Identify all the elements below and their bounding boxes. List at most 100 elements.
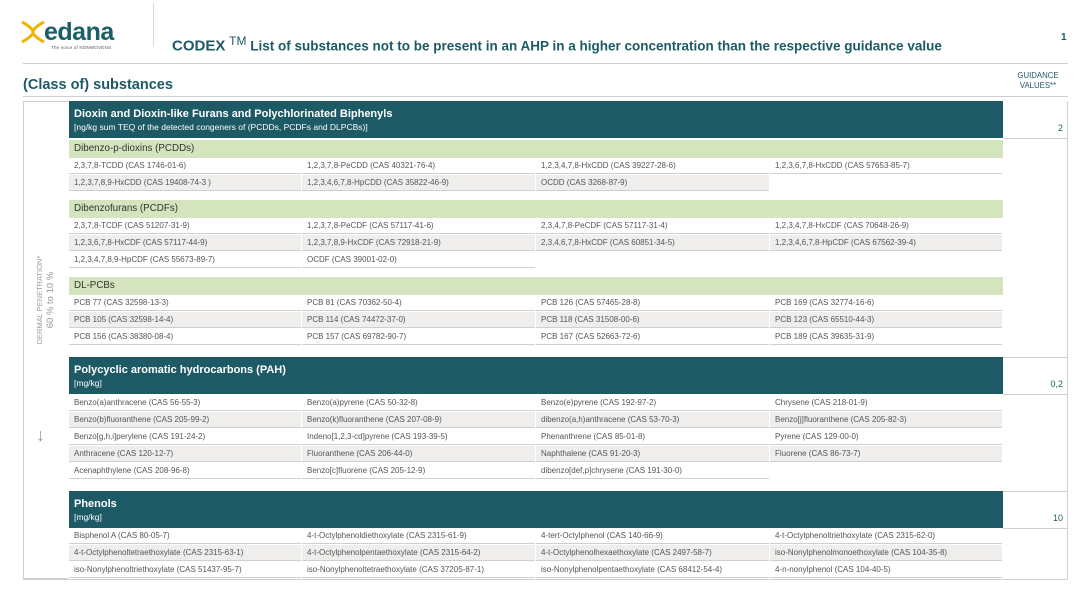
substance-cell: 2,3,7,8-TCDD (CAS 1746-01-6) (69, 158, 301, 174)
substance-cell: OCDF (CAS 39001-02-0) (302, 252, 535, 268)
guidance-rule-pah-top (1003, 357, 1067, 358)
header-divider (153, 3, 154, 47)
substance-cell: dibenzo(a,h)anthracene (CAS 53-70-3) (536, 412, 769, 428)
substance-cell: 1,2,3,4,6,7,8-HpCDD (CAS 35822-46-9) (302, 175, 535, 191)
dermal-penetration-column (23, 101, 68, 579)
bottom-rule (23, 579, 1068, 580)
group-grid-pcdds: 2,3,7,8-TCDD (CAS 1746-01-6) 1,2,3,7,8-Pe… (69, 158, 1003, 192)
section-title: Polycyclic aromatic hydrocarbons (PAH) (74, 364, 286, 376)
logo-tagline: The voice of NONWOVENS (51, 45, 112, 50)
guidance-line-1: GUIDANCE (1017, 71, 1059, 80)
dermal-penetration-label: DERMAL PENETRATION* 60 % to 10 % (34, 256, 56, 345)
substance-cell: 4-t-Octylphenolhexaethoxylate (CAS 2497-… (536, 545, 769, 561)
substance-cell: PCB 169 (CAS 32774-16-6) (770, 295, 1002, 311)
pah-grid: Benzo(a)anthracene (CAS 56-55-3) Benzo(a)… (69, 395, 1003, 480)
substance-cell: 1,2,3,7,8-PeCDF (CAS 57117-41-6) (302, 218, 535, 234)
substance-cell: PCB 118 (CAS 31508-00-6) (536, 312, 769, 328)
substance-cell: Benzo[g,h,i]perylene (CAS 191-24-2) (69, 429, 301, 445)
codex-label: CODEX (172, 37, 226, 55)
heading-rule (23, 96, 1068, 97)
substance-cell: 1,2,3,7,8,9-HxCDF (CAS 72918-21-9) (302, 235, 535, 251)
substance-cell: Bisphenol A (CAS 80-05-7) (69, 528, 301, 544)
top-rule (23, 63, 1068, 64)
substance-cell: Anthracene (CAS 120-12-7) (69, 446, 301, 462)
substance-cell: 2,3,7,8-TCDF (CAS 51207-31-9) (69, 218, 301, 234)
substance-cell: Benzo(k)fluoranthene (CAS 207-08-9) (302, 412, 535, 428)
substance-cell: 2,3,4,6,7,8-HxCDF (CAS 60851-34-5) (536, 235, 769, 251)
substance-cell: Benzo(a)pyrene (CAS 50-32-8) (302, 395, 535, 411)
guidance-value-pah: 0,2 (1050, 379, 1063, 389)
dermal-penetration-title: DERMAL PENETRATION* (35, 255, 44, 345)
substance-cell: PCB 81 (CAS 70362-50-4) (302, 295, 535, 311)
substance-cell: Benzo[c]fluorene (CAS 205-12-9) (302, 463, 535, 479)
down-arrow-icon: ↓ (36, 425, 45, 445)
substance-cell: PCB 189 (CAS 39635-31-9) (770, 329, 1002, 345)
section-title: Dioxin and Dioxin-like Furans and Polych… (74, 108, 393, 120)
group-grid-dl-pcbs: PCB 77 (CAS 32598-13-3) PCB 81 (CAS 70362… (69, 295, 1003, 346)
guidance-rule-phenols-top (1003, 491, 1067, 492)
substance-cell: Chrysene (CAS 218-01-9) (770, 395, 1002, 411)
group-header-pcdfs: Dibenzofurans (PCDFs) (69, 200, 1003, 218)
substance-cell: 1,2,3,6,7,8-HxCDD (CAS 57653-85-7) (770, 158, 1002, 174)
substance-cell: 2,3,4,7,8-PeCDF (CAS 57117-31-4) (536, 218, 769, 234)
substance-cell: PCB 123 (CAS 65510-44-3) (770, 312, 1002, 328)
substance-cell: 4-t-Octylphenoldiethoxylate (CAS 2315-61… (302, 528, 535, 544)
substance-cell: 4-t-Octylphenolpentaethoxylate (CAS 2315… (302, 545, 535, 561)
paren-close: ) (84, 77, 90, 93)
guidance-values-heading: GUIDANCE VALUES** (1009, 71, 1067, 91)
substance-cell: iso-Nonylphenoltriethoxylate (CAS 51437-… (69, 562, 301, 578)
substance-cell: PCB 114 (CAS 74472-37-0) (302, 312, 535, 328)
logo-text: edana (44, 18, 114, 46)
right-rule (1067, 101, 1068, 579)
section-title: Phenols (74, 498, 117, 510)
substance-cell: 4-n-nonylphenol (CAS 104-40-5) (770, 562, 1002, 578)
page-number: 1 (1061, 32, 1067, 43)
title-text: List of substances not to be present in … (250, 38, 942, 54)
guidance-value-phenols: 10 (1052, 513, 1063, 523)
guidance-rule-pah (1003, 394, 1067, 395)
phenols-grid: Bisphenol A (CAS 80-05-7) 4-t-Octylphenol… (69, 528, 1003, 579)
substance-cell: dibenzo[def,p]chrysene (CAS 191-30-0) (536, 463, 769, 479)
trademark-mark: TM (229, 34, 247, 48)
section-unit: [mg/kg] (74, 512, 102, 522)
substance-cell: Phenanthrene (CAS 85-01-8) (536, 429, 769, 445)
substance-cell: Acenaphthylene (CAS 208-96-8) (69, 463, 301, 479)
dermal-penetration-range: 60 % to 10 % (45, 271, 56, 329)
substance-cell: 1,2,3,6,7,8-HxCDF (CAS 57117-44-9) (69, 235, 301, 251)
substance-cell: Benzo(b)fluoranthene (CAS 205-99-2) (69, 412, 301, 428)
substance-cell: Indeno[1,2,3-cd]pyrene (CAS 193-39-5) (302, 429, 535, 445)
substance-cell: iso-Nonylphenolmonoethoxylate (CAS 104-3… (770, 545, 1002, 561)
substance-cell: iso-Nonylphenoltetraethoxylate (CAS 3720… (302, 562, 535, 578)
group-header-dl-pcbs: DL-PCBs (69, 277, 1003, 295)
substance-cell: Benzo(a)anthracene (CAS 56-55-3) (69, 395, 301, 411)
substance-cell: PCB 77 (CAS 32598-13-3) (69, 295, 301, 311)
section-band-pah: Polycyclic aromatic hydrocarbons (PAH) [… (69, 357, 1003, 394)
substance-cell: PCB 167 (CAS 52663-72-6) (536, 329, 769, 345)
substance-cell: PCB 126 (CAS 57465-28-8) (536, 295, 769, 311)
section-band-dioxin: Dioxin and Dioxin-like Furans and Polych… (69, 101, 1003, 138)
substance-cell: Pyrene (CAS 129-00-0) (770, 429, 1002, 445)
substance-cell: 4-t-Octylphenoltriethoxylate (CAS 2315-6… (770, 528, 1002, 544)
substance-cell: PCB 156 (CAS 38380-08-4) (69, 329, 301, 345)
substance-cell: Fluoranthene (CAS 206-44-0) (302, 446, 535, 462)
guidance-line-2: VALUES** (1019, 81, 1057, 90)
substance-cell: OCDD (CAS 3268-87-9) (536, 175, 769, 191)
substance-cell: Naphthalene (CAS 91-20-3) (536, 446, 769, 462)
class-of-text: Class of (27, 77, 85, 93)
section-unit: [ng/kg sum TEQ of the detected congeners… (74, 122, 368, 132)
substance-cell: 1,2,3,7,8,9-HxCDD (CAS 19408-74-3 ) (69, 175, 301, 191)
substance-cell: 1,2,3,7,8-PeCDD (CAS 40321-76-4) (302, 158, 535, 174)
document-title: CODEX TM List of substances not to be pr… (172, 34, 942, 55)
substances-text: substances (89, 77, 173, 93)
group-header-pcdds: Dibenzo-p-dioxins (PCDDs) (69, 140, 1003, 158)
substance-cell: 4-t-Octylphenoltetraethoxylate (CAS 2315… (69, 545, 301, 561)
guidance-rule-phenols (1003, 528, 1067, 529)
edana-logo: edana The voice of NONWOVENS (20, 16, 140, 50)
section-band-phenols: Phenols [mg/kg] (69, 491, 1003, 528)
substance-cell: 1,2,3,4,7,8-HxCDF (CAS 70648-26-9) (770, 218, 1002, 234)
class-of-substances-heading: (Class of) substances (23, 77, 173, 93)
substance-cell: PCB 105 (CAS 32598-14-4) (69, 312, 301, 328)
paren-open: ( (23, 77, 28, 93)
substance-cell: iso-Nonylphenolpentaethoxylate (CAS 6841… (536, 562, 769, 578)
guidance-value-dioxin: 2 (1057, 123, 1063, 133)
